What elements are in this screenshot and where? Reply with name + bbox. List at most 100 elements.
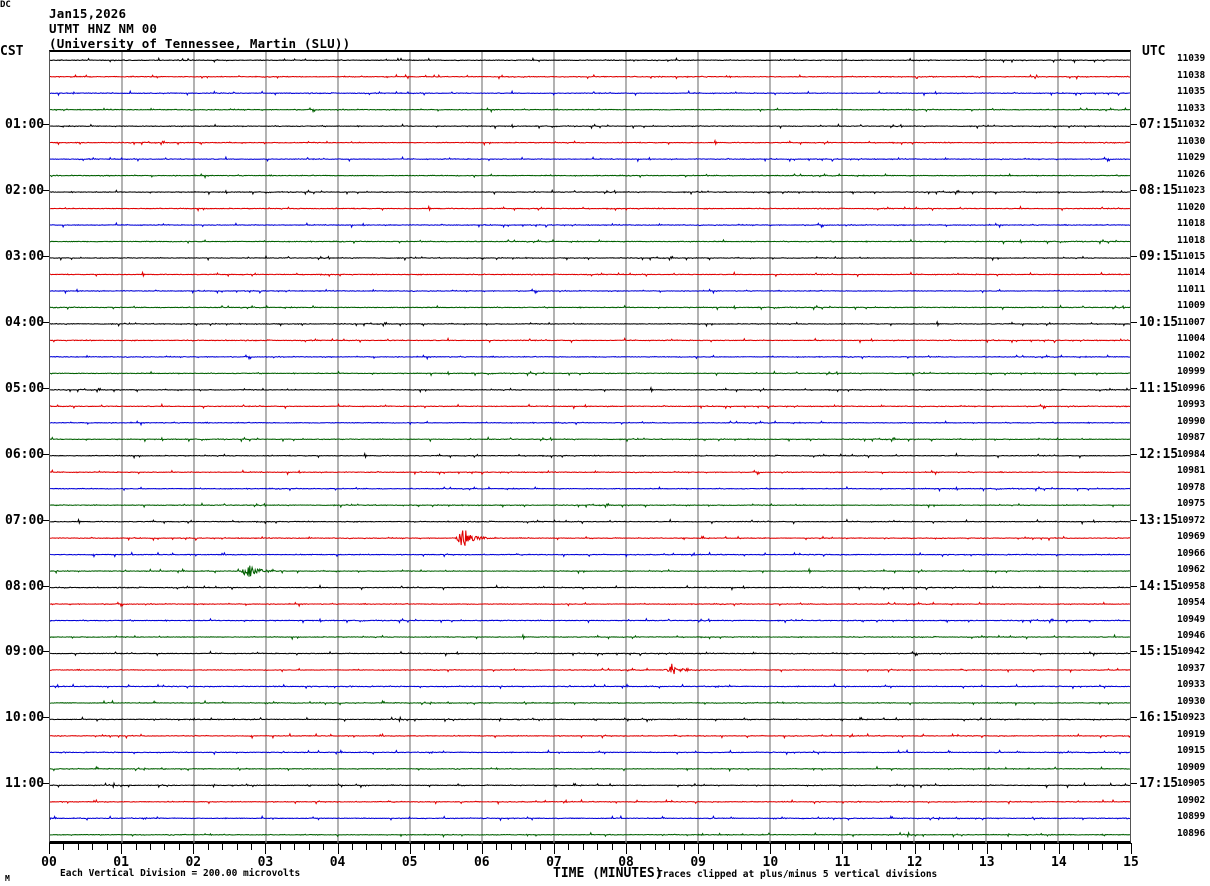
right-hour-label: 14:15 xyxy=(1139,578,1179,594)
x-tick-minor xyxy=(63,843,65,850)
x-tick-minor xyxy=(813,843,815,850)
dc-value: 11020 xyxy=(1177,201,1206,213)
dc-value: 11023 xyxy=(1177,185,1206,197)
x-tick-minor xyxy=(712,843,714,850)
seismic-trace xyxy=(50,485,1130,493)
x-tick-minor xyxy=(683,843,685,850)
dc-value: 11033 xyxy=(1177,102,1206,114)
x-tick-label: 10 xyxy=(762,855,779,870)
left-axis-label: CST xyxy=(0,44,24,59)
x-tick-label: 11 xyxy=(834,855,851,870)
x-tick-minor xyxy=(323,843,325,850)
dc-value: 10958 xyxy=(1177,580,1206,592)
x-tick-major xyxy=(553,843,555,854)
seismic-trace xyxy=(50,420,1130,427)
x-tick-minor xyxy=(366,843,368,850)
x-tick-major xyxy=(626,843,628,854)
x-tick-minor xyxy=(1087,843,1089,850)
dc-value: 10937 xyxy=(1177,662,1206,674)
seismic-trace xyxy=(50,633,1130,641)
dc-value: 10993 xyxy=(1177,399,1206,411)
x-tick-minor xyxy=(1116,843,1118,850)
x-tick-label: 13 xyxy=(978,855,995,870)
dc-value: 11014 xyxy=(1177,267,1206,279)
x-tick-minor xyxy=(1073,843,1075,850)
x-tick-minor xyxy=(77,843,79,850)
seismic-trace xyxy=(50,565,1130,577)
seismogram-plot[interactable] xyxy=(49,50,1131,843)
right-hour-tick xyxy=(1131,321,1137,323)
clip-note: Traces clipped at plus/minus 5 vertical … xyxy=(657,869,938,880)
dc-value: 10954 xyxy=(1177,597,1206,609)
x-tick-minor xyxy=(438,843,440,850)
left-hour-label: 06:00 xyxy=(5,446,45,462)
right-hour-tick xyxy=(1131,651,1137,653)
dc-value: 11029 xyxy=(1177,152,1206,164)
x-tick-minor xyxy=(597,843,599,850)
dc-value: 10981 xyxy=(1177,465,1206,477)
x-tick-major xyxy=(914,843,916,854)
x-tick-minor xyxy=(943,843,945,850)
right-hour-label: 08:15 xyxy=(1139,183,1179,199)
left-hour-label: 08:00 xyxy=(5,578,45,594)
seismic-trace xyxy=(50,781,1130,789)
dc-value: 11032 xyxy=(1177,119,1206,131)
left-hour-tick xyxy=(43,651,49,653)
x-tick-minor xyxy=(755,843,757,850)
left-hour-label: 11:00 xyxy=(5,776,45,792)
dc-value: 10942 xyxy=(1177,646,1206,658)
x-tick-minor xyxy=(885,843,887,850)
x-tick-minor xyxy=(871,843,873,850)
x-tick-minor xyxy=(957,843,959,850)
seismic-trace xyxy=(50,188,1130,196)
x-tick-minor xyxy=(380,843,382,850)
dc-value: 11030 xyxy=(1177,135,1206,147)
dc-value: 10946 xyxy=(1177,630,1206,641)
x-tick-minor xyxy=(640,843,642,850)
left-hour-label: 07:00 xyxy=(5,512,45,528)
dc-value: 10933 xyxy=(1177,679,1206,691)
x-tick-minor xyxy=(582,843,584,850)
x-tick-minor xyxy=(467,843,469,850)
x-tick-minor xyxy=(799,843,801,850)
x-tick-label: 14 xyxy=(1051,855,1067,870)
x-tick-minor xyxy=(784,843,786,850)
seismic-trace xyxy=(50,123,1130,130)
dc-value: 10984 xyxy=(1177,448,1206,460)
dc-value: 10909 xyxy=(1177,761,1206,773)
x-tick-major xyxy=(698,843,700,854)
x-axis-line xyxy=(49,843,1131,844)
dc-value: 11039 xyxy=(1177,53,1206,65)
left-hour-tick xyxy=(43,255,49,257)
dc-value: 10919 xyxy=(1177,728,1206,740)
right-hour-label: 13:15 xyxy=(1139,512,1179,528)
x-tick-minor xyxy=(654,843,656,850)
x-tick-major xyxy=(1058,843,1060,854)
seismic-trace xyxy=(50,304,1130,311)
right-hour-label: 07:15 xyxy=(1139,117,1179,133)
seismic-trace xyxy=(50,204,1130,212)
x-tick-minor xyxy=(1044,843,1046,850)
seismic-trace xyxy=(50,551,1130,559)
seismic-trace xyxy=(50,336,1130,344)
dc-value: 11004 xyxy=(1177,333,1206,345)
seismic-trace xyxy=(50,89,1130,97)
dc-value: 10930 xyxy=(1177,695,1206,707)
seismic-trace xyxy=(50,386,1130,394)
left-hour-label: 10:00 xyxy=(5,710,45,726)
x-tick-minor xyxy=(294,843,296,850)
right-hour-tick xyxy=(1131,453,1137,455)
seismic-trace xyxy=(50,765,1130,773)
seismic-trace xyxy=(50,436,1130,443)
dc-value: 11038 xyxy=(1177,69,1206,81)
x-tick-minor xyxy=(106,843,108,850)
right-hour-label: 10:15 xyxy=(1139,314,1179,330)
x-tick-minor xyxy=(164,843,166,850)
left-hour-tick xyxy=(43,519,49,521)
x-tick-major xyxy=(337,843,339,854)
x-tick-minor xyxy=(395,843,397,850)
x-tick-major xyxy=(842,843,844,854)
x-tick-label: 15 xyxy=(1123,855,1139,870)
x-tick-minor xyxy=(727,843,729,850)
right-hour-label: 15:15 xyxy=(1139,644,1179,660)
